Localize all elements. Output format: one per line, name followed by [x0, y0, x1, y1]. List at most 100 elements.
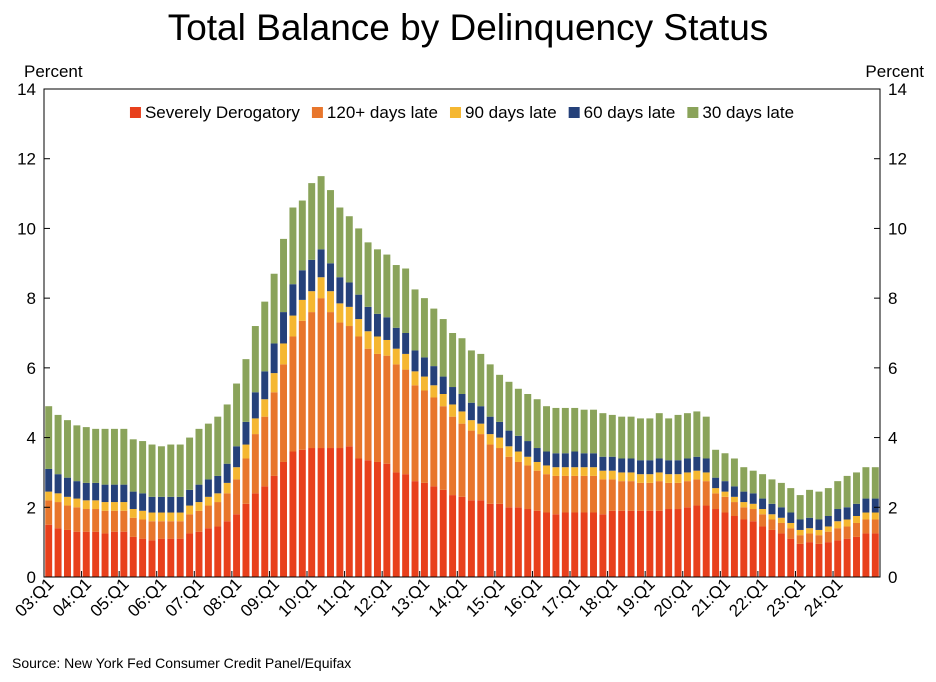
- bar-segment-severely-derogatory-88: [871, 533, 879, 577]
- bar-segment-120-days-late-55: [561, 475, 569, 513]
- bar-segment-30-days-late-19: [223, 404, 231, 464]
- bar-segment-30-days-late-87: [862, 467, 870, 499]
- bar-segment-90-days-late-64: [646, 474, 654, 483]
- bar-segment-60-days-late-22: [251, 392, 259, 419]
- bar-segment-60-days-late-75: [749, 493, 757, 504]
- bar-segment-severely-derogatory-86: [853, 536, 860, 577]
- bar-segment-120-days-late-29: [317, 298, 325, 449]
- bar-segment-90-days-late-60: [608, 470, 616, 480]
- bar-segment-90-days-late-59: [599, 470, 607, 480]
- bar-segment-severely-derogatory-35: [373, 461, 381, 577]
- source-note: Source: New York Fed Consumer Credit Pan…: [12, 655, 352, 671]
- bar-segment-90-days-late-62: [627, 472, 635, 482]
- bar-segment-60-days-late-47: [486, 416, 494, 435]
- bar-segment-120-days-late-15: [186, 514, 194, 534]
- bar-segment-90-days-late-72: [721, 491, 729, 497]
- bar-segment-30-days-late-38: [402, 268, 410, 333]
- bar-segment-90-days-late-28: [308, 291, 316, 313]
- bar-segment-120-days-late-72: [721, 496, 729, 513]
- bar-segment-60-days-late-17: [204, 479, 212, 497]
- bar-segment-90-days-late-9: [129, 509, 137, 518]
- bar-segment-30-days-late-26: [289, 207, 297, 285]
- bar-segment-severely-derogatory-5: [92, 531, 100, 577]
- bar-segment-60-days-late-16: [195, 484, 203, 503]
- bar-segment-60-days-late-84: [834, 509, 842, 522]
- bar-segment-30-days-late-55: [561, 407, 569, 454]
- bar-segment-severely-derogatory-60: [608, 510, 616, 577]
- bar-segment-60-days-late-66: [665, 460, 673, 475]
- bar-segment-120-days-late-25: [280, 364, 287, 462]
- bar-segment-120-days-late-9: [129, 517, 137, 537]
- bar-segment-120-days-late-45: [467, 430, 475, 501]
- bar-segment-30-days-late-37: [392, 265, 400, 328]
- bar-segment-severely-derogatory-40: [420, 482, 428, 577]
- bar-segment-120-days-late-5: [92, 509, 100, 532]
- x-tick-label: 16:Q1: [500, 574, 546, 620]
- bar-segment-30-days-late-24: [270, 273, 278, 344]
- legend-label-60-days-late: 60 days late: [584, 103, 676, 122]
- bar-segment-120-days-late-49: [505, 456, 513, 508]
- x-tick-label: 09:Q1: [237, 574, 283, 620]
- bar-segment-30-days-late-28: [308, 183, 316, 260]
- bar-segment-90-days-late-8: [120, 502, 128, 511]
- bar-segment-30-days-late-70: [702, 416, 710, 459]
- bar-segment-90-days-late-19: [223, 482, 231, 494]
- bar-segment-90-days-late-49: [505, 446, 513, 457]
- y-tick-label-right: 2: [888, 498, 897, 517]
- bar-segment-30-days-late-45: [467, 350, 475, 403]
- bar-segment-120-days-late-48: [496, 448, 504, 504]
- bar-segment-60-days-late-78: [777, 507, 785, 518]
- bar-segment-90-days-late-40: [420, 376, 428, 391]
- bar-segment-severely-derogatory-68: [683, 507, 691, 577]
- bar-segment-30-days-late-15: [186, 437, 194, 490]
- bar-segment-severely-derogatory-45: [467, 500, 475, 577]
- bar-segment-60-days-late-86: [853, 503, 860, 516]
- bar-segment-120-days-late-62: [627, 481, 635, 511]
- bar-segment-120-days-late-27: [298, 320, 306, 450]
- x-tick-label: 04:Q1: [49, 574, 95, 620]
- bar-segment-30-days-late-79: [787, 488, 795, 513]
- bar-segment-severely-derogatory-9: [129, 536, 137, 577]
- bar-segment-120-days-late-67: [674, 482, 682, 510]
- bar-segment-90-days-late-66: [665, 474, 673, 483]
- bar-segment-60-days-late-87: [862, 498, 870, 513]
- bar-segment-60-days-late-62: [627, 458, 635, 473]
- bar-segment-120-days-late-16: [195, 510, 203, 532]
- bar-segment-60-days-late-21: [242, 421, 250, 445]
- bar-segment-60-days-late-74: [740, 491, 748, 503]
- bar-segment-120-days-late-2: [64, 505, 71, 530]
- bar-segment-90-days-late-44: [458, 411, 466, 424]
- bar-segment-90-days-late-67: [674, 474, 682, 483]
- bar-segment-120-days-late-66: [665, 482, 673, 510]
- bar-segment-severely-derogatory-53: [543, 512, 551, 577]
- bar-segment-severely-derogatory-36: [383, 463, 391, 577]
- bar-segment-120-days-late-53: [543, 474, 551, 513]
- bar-segment-severely-derogatory-15: [186, 533, 194, 577]
- bar-segment-30-days-late-77: [768, 479, 776, 504]
- bar-segment-severely-derogatory-6: [101, 533, 109, 577]
- bar-segment-90-days-late-7: [110, 502, 118, 511]
- bar-segment-30-days-late-51: [524, 394, 532, 442]
- bar-segment-90-days-late-3: [73, 498, 81, 508]
- bar-segment-60-days-late-11: [148, 496, 156, 513]
- bar-segment-60-days-late-30: [327, 263, 334, 292]
- y-tick-label-right: 10: [888, 219, 907, 238]
- bar-segment-severely-derogatory-10: [139, 538, 147, 577]
- bar-segment-30-days-late-27: [298, 200, 306, 271]
- bar-segment-60-days-late-85: [843, 507, 851, 520]
- bar-segment-120-days-late-35: [373, 353, 381, 462]
- x-tick-label: 13:Q1: [387, 574, 433, 620]
- bar-segment-120-days-late-76: [759, 514, 767, 527]
- bar-segment-30-days-late-49: [505, 381, 513, 431]
- legend-swatch-severely-derogatory: [129, 107, 141, 118]
- bar-segment-120-days-late-10: [139, 519, 147, 539]
- bar-segment-60-days-late-20: [233, 446, 241, 468]
- bar-segment-90-days-late-57: [580, 467, 588, 476]
- y-tick-label-right: 14: [888, 80, 907, 99]
- bar-segment-severely-derogatory-84: [834, 540, 842, 577]
- bar-segment-severely-derogatory-30: [327, 448, 334, 577]
- y-tick-label-left: 4: [27, 429, 36, 448]
- bar-segment-60-days-late-10: [139, 493, 147, 511]
- bar-segment-90-days-late-71: [712, 488, 720, 494]
- bar-segment-30-days-late-58: [590, 409, 597, 454]
